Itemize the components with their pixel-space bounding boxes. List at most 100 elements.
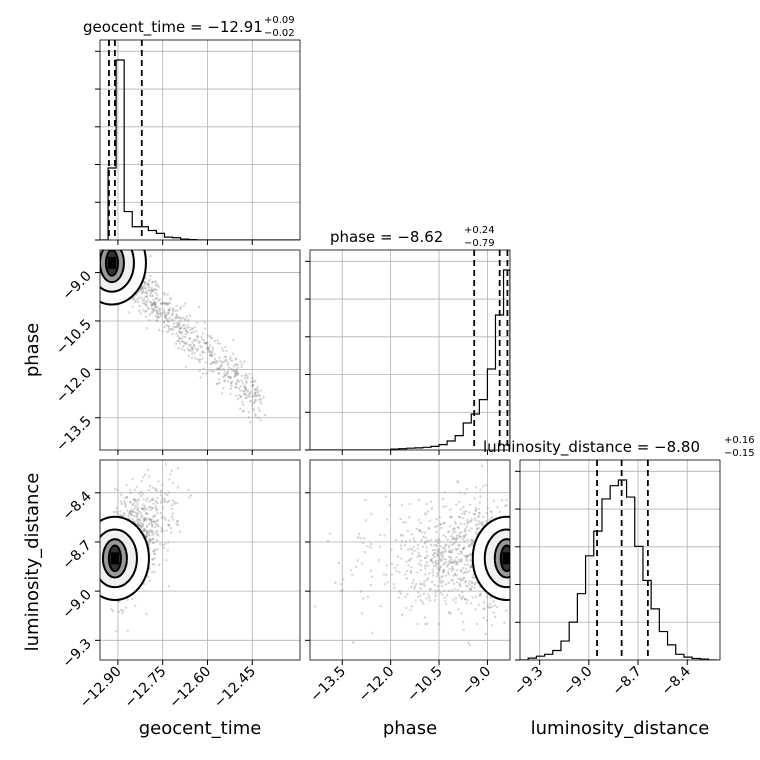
scatter-point [174,342,178,346]
scatter-point [479,592,482,595]
scatter-point [129,510,132,513]
scatter-point [123,502,127,505]
scatter-point [185,330,188,333]
scatter-point [388,504,391,507]
scatter-point [177,330,181,333]
scatter-point [239,384,242,388]
scatter-point [143,280,146,284]
scatter-point [252,409,255,412]
scatter-point [144,286,147,290]
scatter-point [151,280,154,284]
y-tick-label: −10.5 [53,316,95,358]
scatter-point [438,565,441,568]
scatter-point [112,245,114,247]
scatter-point [223,369,226,373]
scatter-point [132,502,135,506]
scatter-point [180,330,184,333]
scatter-point [454,522,457,525]
scatter-point [458,531,461,535]
scatter-point [157,328,161,332]
scatter-point [412,537,415,540]
scatter-point [457,526,460,529]
scatter-point [137,523,141,526]
scatter-point [142,288,145,291]
scatter-point [123,513,126,516]
scatter-point [505,498,508,502]
scatter-point [201,350,204,353]
scatter-point [177,347,180,350]
scatter-point [151,506,154,510]
scatter-point [131,477,134,481]
histogram-geocent_time [100,59,300,240]
scatter-point [210,354,213,357]
scatter-point [479,521,483,524]
scatter-point [245,396,248,399]
scatter-point [435,543,438,547]
scatter-point [234,363,237,366]
scatter-point [113,487,116,491]
scatter-point [504,609,508,612]
scatter-point [143,517,146,521]
scatter-point [154,522,158,525]
scatter-point [156,496,159,500]
scatter-point [479,593,482,596]
scatter-point [437,556,441,559]
scatter-point [138,289,141,293]
scatter-point [439,523,443,526]
scatter-point [414,599,417,602]
scatter-point [245,373,248,376]
scatter-point [464,580,468,583]
scatter-point [230,359,234,363]
scatter-point [171,310,175,313]
scatter-point [170,507,174,510]
scatter-point [242,393,246,396]
density-contours [100,515,150,601]
scatter-point [139,524,142,527]
scatter-point [475,533,478,536]
scatter-point [207,348,210,351]
scatter-point [386,580,389,584]
scatter-point [152,552,156,556]
scatter-point [429,587,433,591]
scatter-point [151,308,155,311]
scatter-point [248,392,251,396]
scatter-point [488,606,491,609]
scatter-point [151,562,154,566]
scatter-point [156,529,159,532]
scatter-point [233,369,236,372]
scatter-point [147,489,150,492]
scatter-point [458,515,462,519]
scatter-point [155,309,159,312]
scatter-point [152,298,155,301]
scatter-point [492,611,495,615]
scatter-point [463,597,467,601]
scatter-point [151,538,154,541]
scatter-point [216,366,219,370]
scatter-point [166,549,170,552]
scatter-point [153,303,157,307]
scatter-point [428,596,431,599]
scatter-point [236,371,239,374]
scatter-point [349,568,353,572]
scatter-point [166,311,170,315]
scatter-point [140,296,143,300]
scatter-point [172,328,175,332]
scatter-point [155,297,159,300]
scatter-point [371,631,374,635]
scatter-point [354,565,358,569]
scatter-point [437,568,441,571]
scatter-point [399,592,403,595]
scatter-point [467,582,471,586]
scatter-point [148,517,152,521]
scatter-point [462,546,466,549]
scatter-point [191,347,195,350]
scatter-point [238,407,242,410]
scatter-point [147,523,151,526]
scatter-point [422,592,426,596]
scatter-point [167,519,171,522]
scatter-point [227,380,230,383]
scatter-point [189,331,193,335]
scatter-point [454,562,458,566]
scatter-point [218,371,221,375]
scatter-point [135,515,139,519]
